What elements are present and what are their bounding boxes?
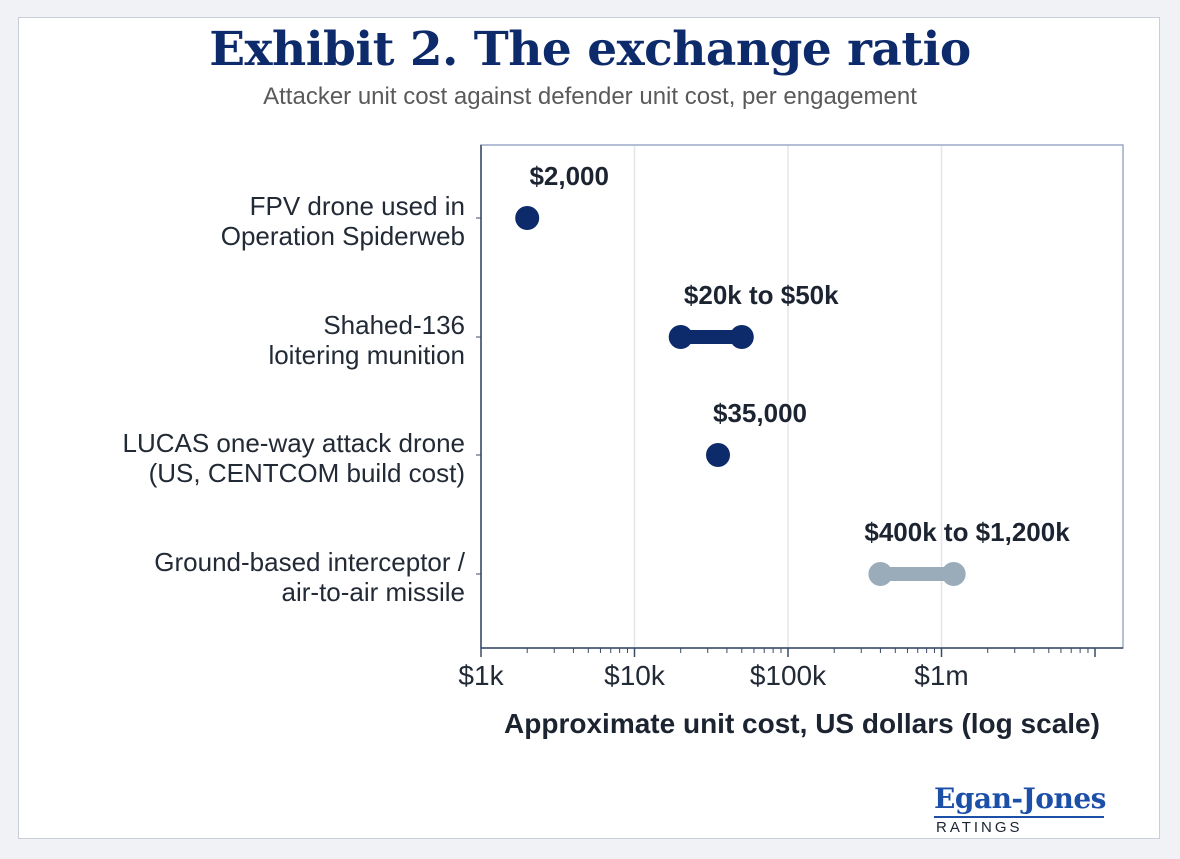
category-label-line: Ground-based interceptor / xyxy=(154,547,466,577)
plot-area xyxy=(481,145,1123,648)
x-tick-label: $10k xyxy=(604,660,666,691)
x-axis-title: Approximate unit cost, US dollars (log s… xyxy=(504,708,1100,739)
range-low-dot xyxy=(668,325,693,349)
chart-subtitle: Attacker unit cost against defender unit… xyxy=(263,83,917,110)
range-low-dot xyxy=(868,562,893,586)
egan-jones-logo: Egan-Jones RATINGS xyxy=(934,782,1114,840)
logo-name: Egan-Jones xyxy=(934,782,1106,815)
value-label: $35,000 xyxy=(713,398,807,428)
category-label-line: loitering munition xyxy=(268,340,465,370)
value-label: $20k to $50k xyxy=(684,280,839,310)
value-dot xyxy=(515,206,540,230)
value-label: $2,000 xyxy=(529,161,609,191)
category-label-line: (US, CENTCOM build cost) xyxy=(149,458,465,488)
category-label-line: Shahed-136 xyxy=(323,310,465,340)
range-high-dot xyxy=(941,562,966,586)
category-label-line: FPV drone used in xyxy=(250,191,465,221)
range-high-dot xyxy=(729,325,754,349)
category-label-line: Operation Spiderweb xyxy=(221,221,465,251)
category-label-line: air-to-air missile xyxy=(282,577,465,607)
logo-rule xyxy=(934,816,1104,818)
category-label-line: LUCAS one-way attack drone xyxy=(122,428,465,458)
logo-sub: RATINGS xyxy=(936,819,1023,836)
x-tick-label: $1m xyxy=(914,660,968,691)
x-tick-label: $1k xyxy=(458,660,504,691)
value-label: $400k to $1,200k xyxy=(864,517,1070,547)
chart-title: Exhibit 2. The exchange ratio xyxy=(209,22,971,77)
x-tick-label: $100k xyxy=(750,660,827,691)
value-dot xyxy=(706,443,731,467)
